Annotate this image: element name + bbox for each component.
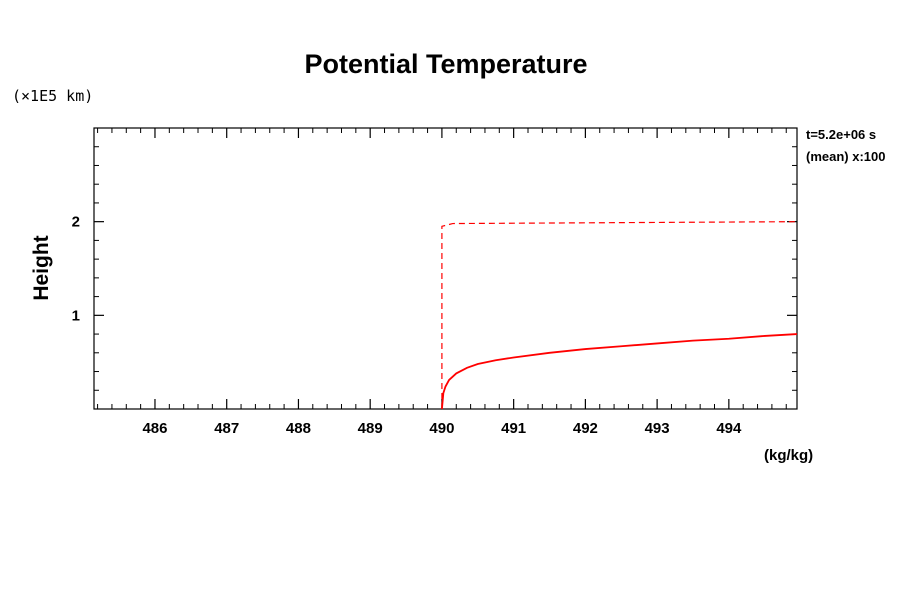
series-line-dashed (441, 221, 798, 409)
y-ticks: 12 (72, 214, 797, 324)
x-unit-label: (kg/kg) (764, 447, 813, 464)
x-tick-label: 492 (573, 420, 598, 437)
x-tick-label: 486 (142, 420, 167, 437)
plot-frame (93, 127, 798, 410)
series-lines (441, 221, 798, 410)
x-tick-label: 493 (645, 420, 670, 437)
minor-ticks (94, 128, 797, 409)
x-tick-label: 491 (501, 420, 526, 437)
x-tick-label: 488 (286, 420, 311, 437)
y-tick-label: 1 (72, 307, 80, 324)
x-tick-label: 490 (429, 420, 454, 437)
annotation-mean: (mean) x:100 (806, 149, 885, 164)
x-tick-label: 489 (358, 420, 383, 437)
y-axis-label: Height (30, 235, 53, 300)
chart-title: Potential Temperature (304, 49, 587, 79)
series-line-solid (441, 333, 798, 410)
x-ticks: 486 487 488 489 490 491 492 493 494 (142, 128, 742, 437)
x-tick-label: 487 (214, 420, 239, 437)
y-scale-label: (×1E5 km) (12, 87, 93, 105)
x-tick-label: 494 (716, 420, 742, 437)
y-tick-label: 2 (72, 214, 80, 231)
annotation-time: t=5.2e+06 s (806, 127, 876, 142)
